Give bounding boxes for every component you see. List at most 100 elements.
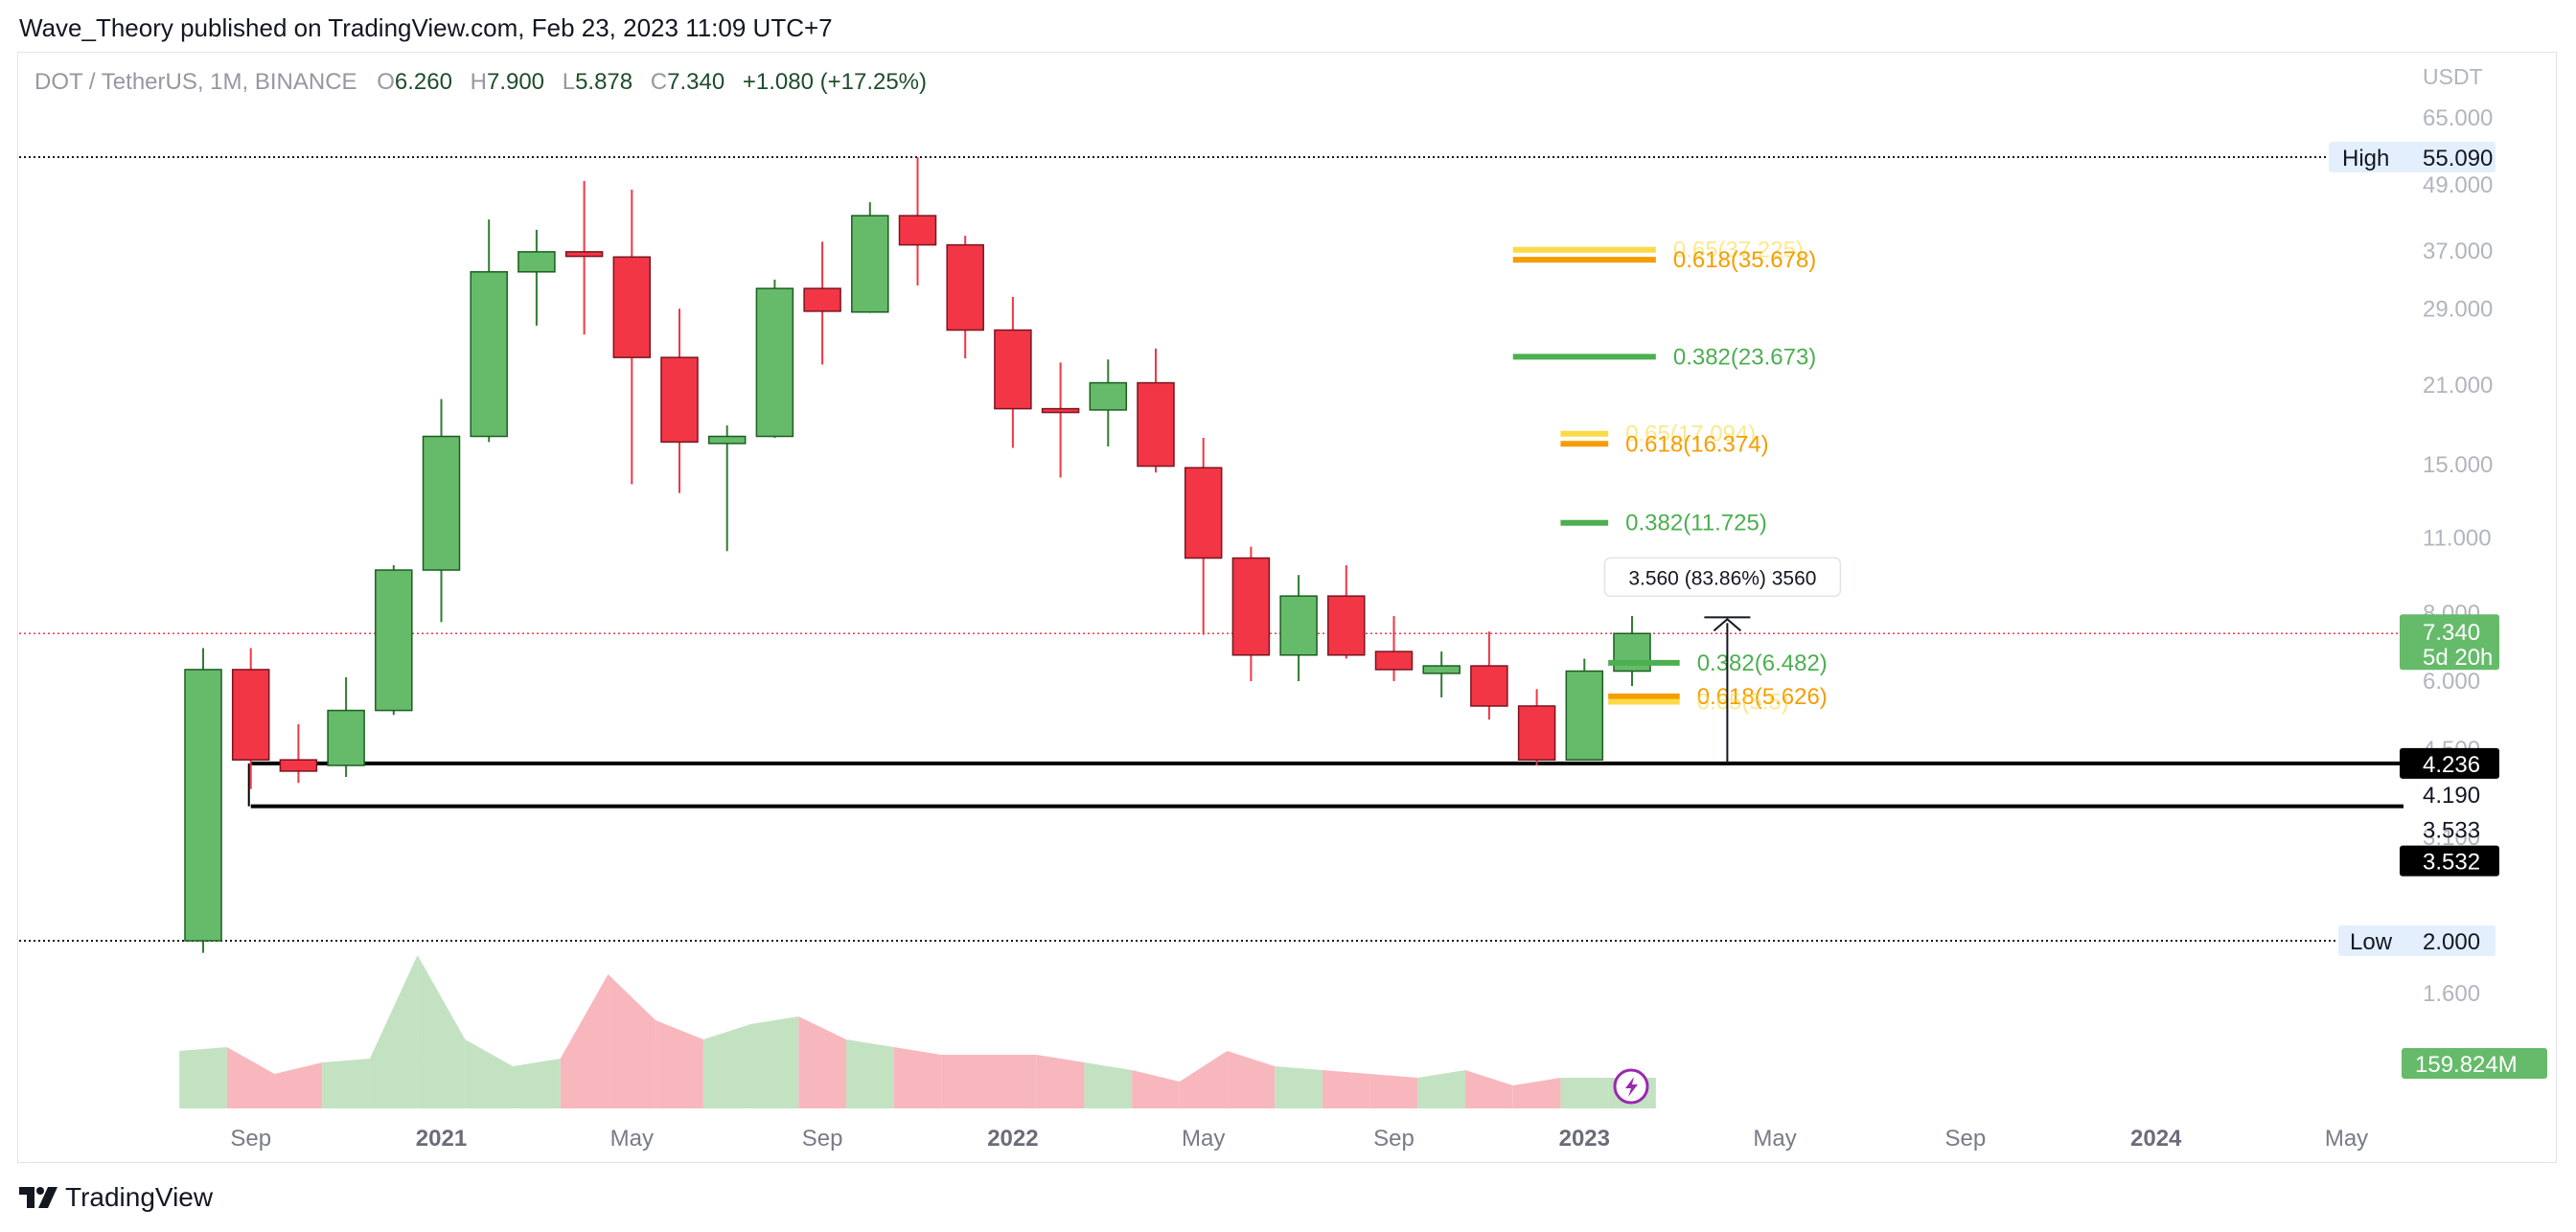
candle xyxy=(1470,631,1508,720)
brand-text: TradingView xyxy=(65,1182,214,1212)
candle xyxy=(612,189,652,485)
current-countdown: 5d 20h xyxy=(2423,645,2493,671)
candle xyxy=(470,219,508,443)
legend-c-label: C xyxy=(651,69,667,95)
volume-segment xyxy=(1322,1070,1370,1108)
high-tag-value: 55.090 xyxy=(2423,146,2493,171)
low-tag-bg xyxy=(2338,925,2496,956)
volume-segment xyxy=(1465,1070,1513,1108)
y-tick-label: 65.000 xyxy=(2423,105,2493,131)
candle xyxy=(803,241,841,365)
legend-o-value: 6.260 xyxy=(395,69,452,95)
y-tick-label: 37.000 xyxy=(2423,239,2493,264)
volume-segment xyxy=(989,1055,1037,1108)
fib-label: 0.65(17.094) xyxy=(1625,422,1756,447)
candle xyxy=(660,308,699,493)
volume-segment xyxy=(322,1059,370,1108)
candle-body xyxy=(1470,665,1508,707)
volume-segment xyxy=(1560,1078,1609,1108)
x-tick-label: 2022 xyxy=(987,1126,1038,1152)
low-tag-value: 2.000 xyxy=(2423,929,2480,955)
candle xyxy=(564,180,604,335)
high-tag: High 55.090 xyxy=(2329,142,2496,172)
volume-segment xyxy=(798,1016,846,1108)
legend-l-value: 5.878 xyxy=(575,69,632,95)
volume-area xyxy=(179,955,1656,1108)
candle xyxy=(231,648,270,789)
volume-segment xyxy=(1036,1055,1085,1108)
volume-segment xyxy=(1275,1066,1322,1108)
candle-body xyxy=(518,251,556,273)
x-tick-label: Sep xyxy=(1945,1126,1987,1152)
y-tick-label: 49.000 xyxy=(2423,172,2493,198)
x-tick-label: May xyxy=(2325,1126,2368,1152)
x-tick-label: 2024 xyxy=(2130,1126,2182,1152)
candle xyxy=(1327,564,1366,659)
current-price-value: 7.340 xyxy=(2423,620,2480,646)
tradingview-brand[interactable]: TradingView xyxy=(19,1182,213,1213)
candle-body xyxy=(946,243,984,331)
support-tag-3-text: 3.532 xyxy=(2423,850,2480,876)
volume-segment xyxy=(750,1016,799,1108)
candle-body xyxy=(1327,595,1366,656)
volume-segment xyxy=(893,1047,942,1108)
candle xyxy=(375,564,413,716)
support-tag-3-bg xyxy=(2400,845,2499,877)
volume-segment xyxy=(608,974,656,1108)
candle xyxy=(851,202,889,313)
high-tag-bg xyxy=(2329,142,2496,172)
chart-frame[interactable] xyxy=(17,52,2557,1163)
x-tick-label: Sep xyxy=(1373,1126,1414,1152)
candle-body xyxy=(660,356,699,444)
candle xyxy=(1613,616,1651,687)
candle xyxy=(1184,437,1223,635)
candle-body xyxy=(1089,381,1128,411)
y-tick-label: 15.000 xyxy=(2423,452,2493,478)
volume-segment xyxy=(1084,1062,1133,1108)
volume-tag-text: 159.824M xyxy=(2415,1052,2518,1078)
volume-segment xyxy=(1417,1070,1466,1108)
fib-levels: 0.65(37.225)0.618(35.678) 0.382(23.673) 0.… xyxy=(1512,238,1842,764)
y-tick-label: 11.000 xyxy=(2423,525,2492,551)
candle-body xyxy=(1279,595,1318,656)
low-tag: Low 2.000 xyxy=(2338,925,2496,956)
fib-label: 0.618(5.626) xyxy=(1697,684,1828,710)
candle xyxy=(1137,348,1175,473)
volume-segment xyxy=(845,1039,894,1108)
fib-label: 0.382(6.482) xyxy=(1697,650,1828,676)
candle-body xyxy=(994,329,1032,410)
volume-segment xyxy=(1132,1070,1180,1108)
axis-unit: USDT xyxy=(2423,64,2483,89)
candle-body xyxy=(422,435,461,571)
support-tag-1: 4.236 xyxy=(2400,747,2499,779)
legend-o-label: O xyxy=(377,69,395,95)
volume-segment xyxy=(1227,1051,1276,1108)
y-tick-label: 1.600 xyxy=(2423,981,2480,1007)
candle xyxy=(518,229,556,326)
volume-segment xyxy=(941,1055,990,1108)
publish-header: Wave_Theory published on TradingView.com… xyxy=(19,13,833,42)
tradingview-logo-icon xyxy=(19,1187,58,1208)
candle-body xyxy=(612,256,652,358)
fib-label: 0.618(16.374) xyxy=(1625,431,1768,457)
candle-body xyxy=(803,287,841,312)
volume-tag-bg xyxy=(2402,1048,2547,1079)
fib-label: 0.382(11.725) xyxy=(1625,511,1767,536)
candle-body xyxy=(231,669,270,761)
candle xyxy=(422,399,461,623)
legend: DOT / TetherUS, 1M, BINANCE O6.260 H7.90… xyxy=(34,69,927,95)
lightning-icon[interactable] xyxy=(1613,1068,1649,1105)
legend-symbol: DOT / TetherUS, 1M, BINANCE xyxy=(34,69,357,95)
candle xyxy=(898,157,937,286)
candle-body xyxy=(1184,467,1223,559)
candle-body xyxy=(1565,670,1604,761)
candle-body xyxy=(1231,557,1271,656)
x-tick-label: May xyxy=(610,1126,654,1152)
legend-l-label: L xyxy=(563,69,575,95)
candle-body xyxy=(375,569,413,712)
candle xyxy=(1374,616,1414,681)
volume-segment xyxy=(465,1039,514,1108)
candle-body xyxy=(1041,407,1080,414)
measure-arrowhead xyxy=(1713,618,1742,632)
